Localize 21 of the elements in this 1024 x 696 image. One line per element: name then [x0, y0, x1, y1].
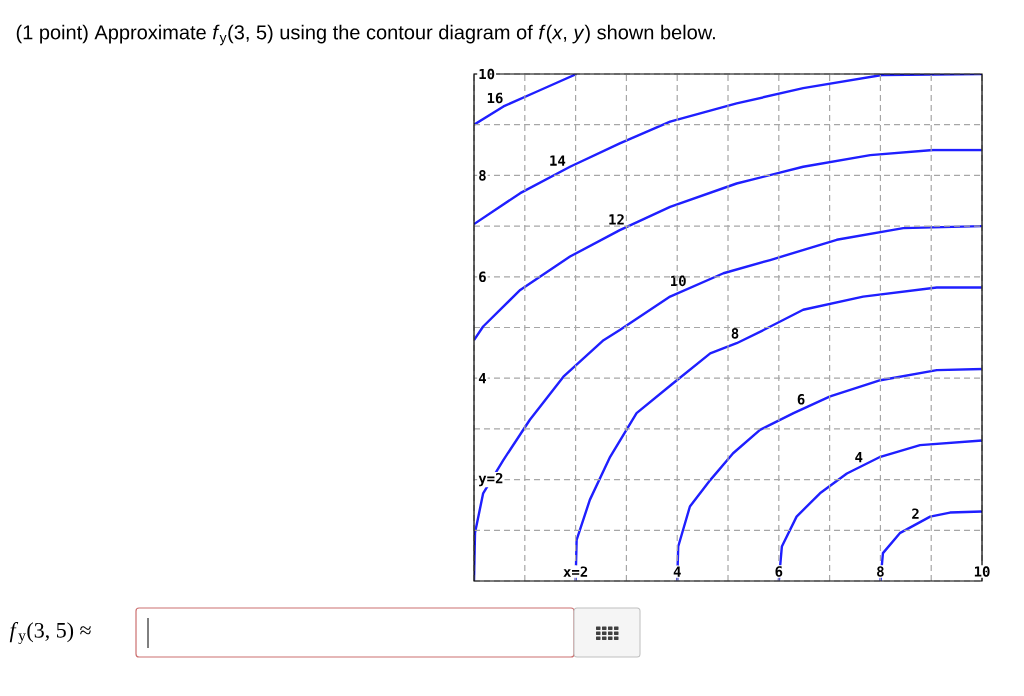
y-tick-label: y=2: [478, 472, 503, 487]
x-tick-label: x=2: [563, 566, 588, 577]
y-tick-label: 10: [479, 68, 495, 80]
series-label: 12: [609, 214, 624, 225]
x-tick-label: 4: [673, 566, 681, 577]
y-tick-label: 6: [479, 271, 486, 283]
line-series: [474, 148, 983, 342]
series-label: 16: [487, 92, 503, 104]
series-label: 4: [855, 451, 863, 463]
chart-title: (1 point) Approximate f$_{y}$(3, 5) using the contour diagram of f(x, y) shown below.: [16, 24, 715, 46]
x-tick-label: 6: [775, 566, 783, 577]
series-label: 14: [550, 155, 566, 166]
series-label: 2: [912, 508, 919, 519]
x-tick-label: 10: [974, 566, 990, 577]
x-tick-label: 8: [877, 566, 884, 577]
text: f$_{y}$(3, 5) ≈: [9, 622, 91, 644]
series-label: 10: [671, 275, 686, 287]
series-label: 6: [797, 394, 805, 405]
y-tick-label: 8: [479, 170, 486, 181]
y-tick-label: 4: [478, 373, 487, 384]
series-label: 8: [731, 328, 739, 339]
